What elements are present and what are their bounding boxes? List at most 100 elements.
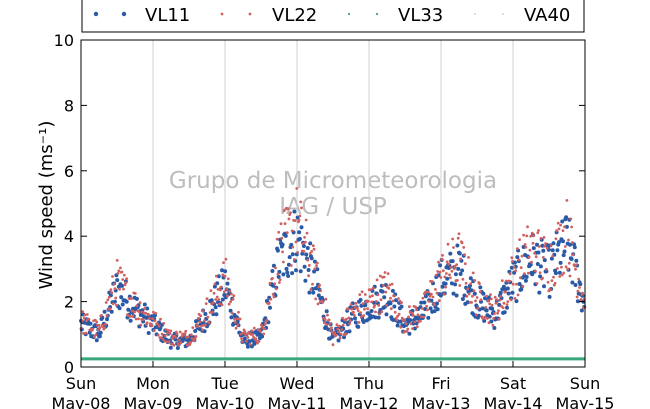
- data-point-vl11: [342, 335, 346, 340]
- data-point-vl11: [390, 288, 395, 293]
- data-point-vl11: [245, 344, 250, 349]
- data-point-vl22: [465, 294, 469, 298]
- data-point-vl22: [415, 325, 419, 329]
- data-point-vl22: [263, 327, 266, 331]
- data-point-vl22: [220, 303, 224, 307]
- data-point-vl22: [267, 301, 271, 305]
- data-point-vl22: [299, 200, 303, 204]
- data-point-vl22: [130, 297, 133, 300]
- data-point-vl22: [246, 336, 250, 339]
- data-point-vl22: [268, 281, 272, 285]
- data-point-vl22: [334, 333, 338, 337]
- data-point-vl22: [337, 324, 341, 328]
- data-point-vl22: [448, 276, 452, 280]
- data-point-vl11: [324, 309, 329, 314]
- data-point-vl22: [165, 340, 169, 344]
- data-point-vl22: [196, 325, 200, 329]
- data-point-vl22: [114, 296, 118, 300]
- data-point-vl22: [175, 332, 179, 336]
- x-tick-label-date: May-10: [196, 394, 255, 409]
- data-point-vl22: [537, 245, 541, 248]
- data-point-vl11: [316, 293, 321, 298]
- data-point-vl22: [508, 272, 512, 276]
- data-point-vl22: [340, 328, 344, 331]
- data-point-vl11: [290, 271, 295, 276]
- data-point-vl22: [472, 289, 476, 293]
- data-point-vl22: [479, 298, 483, 302]
- data-point-vl11: [97, 334, 102, 339]
- data-point-vl22: [505, 303, 509, 306]
- data-point-vl22: [265, 318, 269, 322]
- data-point-vl11: [297, 230, 302, 235]
- data-point-vl22: [297, 218, 301, 222]
- data-point-vl22: [515, 282, 518, 286]
- data-point-vl22: [271, 277, 274, 280]
- data-point-vl11: [384, 312, 389, 317]
- data-point-vl11: [557, 240, 561, 245]
- data-point-vl11: [560, 219, 565, 224]
- data-point-vl11: [510, 290, 515, 295]
- data-point-vl22: [275, 237, 279, 241]
- data-point-vl11: [301, 244, 306, 248]
- data-point-vl11: [462, 293, 467, 298]
- data-point-vl22: [371, 286, 375, 290]
- data-point-vl22: [106, 298, 110, 302]
- data-point-vl22: [380, 310, 384, 313]
- data-point-vl22: [559, 223, 562, 227]
- data-point-vl22: [179, 341, 183, 345]
- y-axis-label: Wind speed (ms⁻¹): [36, 121, 57, 290]
- data-point-vl22: [393, 310, 397, 314]
- data-point-vl22: [530, 231, 534, 235]
- data-point-vl22: [441, 253, 444, 257]
- data-point-vl11: [336, 338, 341, 343]
- data-point-vl11: [220, 268, 224, 273]
- data-point-vl22: [534, 269, 537, 273]
- data-point-vl22: [278, 281, 281, 284]
- data-point-vl11: [283, 233, 288, 238]
- data-point-vl11: [242, 336, 247, 341]
- data-point-vl22: [309, 288, 313, 291]
- data-point-vl11: [524, 275, 529, 279]
- data-point-vl22: [298, 214, 302, 218]
- data-point-vl22: [440, 257, 444, 261]
- data-point-vl11: [562, 249, 567, 254]
- data-point-vl22: [446, 242, 450, 246]
- data-point-vl22: [325, 323, 329, 326]
- data-point-vl11: [209, 298, 214, 303]
- data-point-vl22: [285, 231, 289, 235]
- data-point-vl11: [117, 306, 122, 311]
- data-point-vl11: [506, 291, 511, 296]
- data-point-vl22: [445, 272, 448, 275]
- legend-entry-va40: VA40: [474, 5, 570, 26]
- data-point-vl22: [575, 295, 579, 299]
- data-point-vl22: [361, 302, 365, 305]
- data-point-vl22: [556, 267, 559, 270]
- data-point-vl22: [104, 301, 108, 304]
- data-point-vl22: [395, 318, 399, 322]
- data-point-vl22: [455, 263, 458, 266]
- data-point-vl22: [443, 275, 447, 279]
- data-point-vl22: [117, 269, 121, 273]
- data-point-vl22: [228, 289, 232, 293]
- data-point-vl11: [124, 299, 129, 304]
- data-point-vl22: [514, 269, 518, 273]
- data-point-vl11: [391, 318, 396, 322]
- data-point-vl11: [419, 300, 424, 305]
- data-point-vl22: [337, 330, 340, 334]
- data-point-vl11: [574, 258, 579, 263]
- data-point-vl22: [201, 309, 205, 313]
- data-point-vl11: [347, 329, 352, 334]
- x-tick-label-day: Fri: [431, 374, 450, 393]
- data-point-vl22: [431, 295, 435, 299]
- data-point-vl22: [221, 273, 225, 277]
- data-point-vl22: [519, 266, 523, 269]
- data-point-vl11: [435, 307, 440, 312]
- data-point-vl22: [259, 330, 262, 333]
- data-point-vl22: [378, 274, 382, 278]
- data-point-vl22: [145, 321, 149, 325]
- data-point-vl22: [100, 313, 103, 317]
- data-point-vl11: [449, 281, 454, 286]
- data-point-vl22: [460, 241, 464, 245]
- data-point-vl11: [436, 273, 441, 278]
- data-point-vl22: [579, 298, 583, 301]
